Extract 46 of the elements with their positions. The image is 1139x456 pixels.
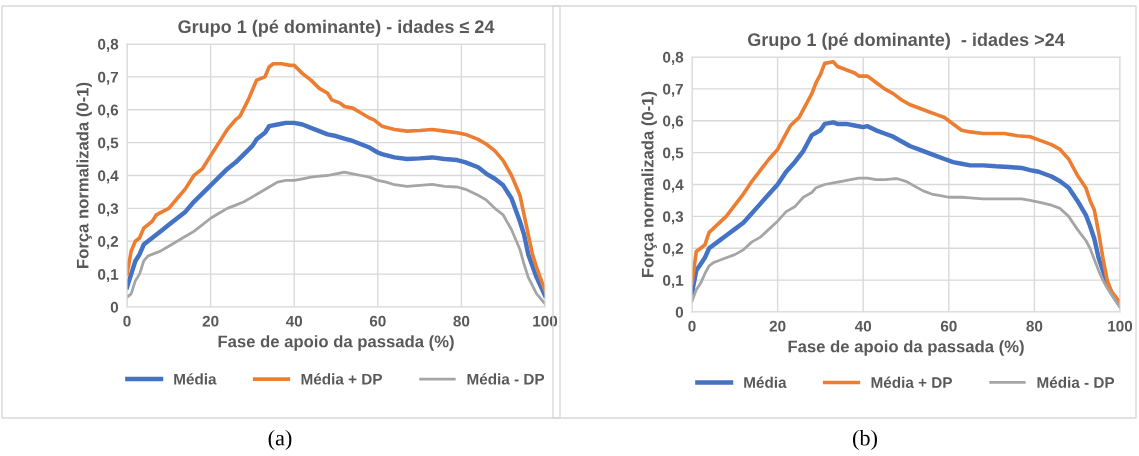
- y-tick-label: 0,7: [663, 83, 683, 97]
- text: (a): [268, 429, 292, 451]
- legend-label: Média + DP: [871, 376, 952, 388]
- y-tick-label: 0: [110, 301, 119, 313]
- chart-title: Grupo 1 (pé dominante) - idades >24: [747, 32, 1065, 50]
- y-tick-label: 0,8: [663, 51, 684, 65]
- legend-label: Média: [174, 373, 217, 385]
- x-tick-label: 40: [854, 320, 872, 332]
- y-tick-label: 0,2: [98, 236, 119, 250]
- line-series: [127, 61, 545, 293]
- x-tick-label: 0: [123, 315, 131, 327]
- y-tick-label: 0,4: [663, 179, 684, 193]
- legend-label: Média: [744, 376, 787, 388]
- y-tick-label: 0,4: [98, 170, 119, 184]
- y-tick-label: 0,8: [98, 38, 119, 52]
- x-tick-label: 0: [688, 320, 696, 332]
- y-tick-label: 0,1: [98, 268, 119, 283]
- x-tick-label: 20: [769, 320, 786, 332]
- y-tick-label: 0: [675, 306, 684, 318]
- x-axis-title: Fase de apoio da passada (%): [788, 340, 1024, 356]
- legend-label: Média + DP: [301, 373, 382, 385]
- x-axis-title: Fase de apoio da passada (%): [218, 335, 454, 351]
- y-tick-label: 0,6: [98, 104, 119, 118]
- x-tick-label: 80: [1026, 320, 1043, 332]
- text: (b): [853, 429, 877, 451]
- x-tick-label: 100: [1108, 320, 1133, 332]
- y-axis-title: Força normalizada (0-1): [641, 91, 657, 277]
- y-tick-label: 0,2: [663, 243, 684, 257]
- line-series: [127, 120, 545, 298]
- legend-label: Média - DP: [467, 373, 545, 385]
- y-axis-title: Força normalizada (0-1): [76, 82, 92, 268]
- x-tick-label: 60: [940, 320, 957, 332]
- y-tick-label: 0,3: [98, 203, 119, 217]
- y-tick-label: 0,1: [663, 274, 684, 289]
- x-tick-label: 40: [285, 315, 303, 327]
- y-tick-label: 0,6: [663, 115, 684, 129]
- x-tick-label: 20: [202, 315, 219, 327]
- x-tick-label: 80: [453, 315, 470, 327]
- legend-label: Média - DP: [1037, 376, 1115, 388]
- y-tick-label: 0,3: [663, 211, 684, 225]
- chart-title: Grupo 1 (pé dominante) - idades ≤ 24: [178, 19, 495, 37]
- y-tick-label: 0,7: [98, 71, 118, 85]
- y-tick-label: 0,5: [663, 147, 684, 161]
- x-tick-label: 60: [369, 315, 386, 327]
- x-tick-label: 100: [533, 315, 558, 327]
- y-tick-label: 0,5: [98, 137, 119, 151]
